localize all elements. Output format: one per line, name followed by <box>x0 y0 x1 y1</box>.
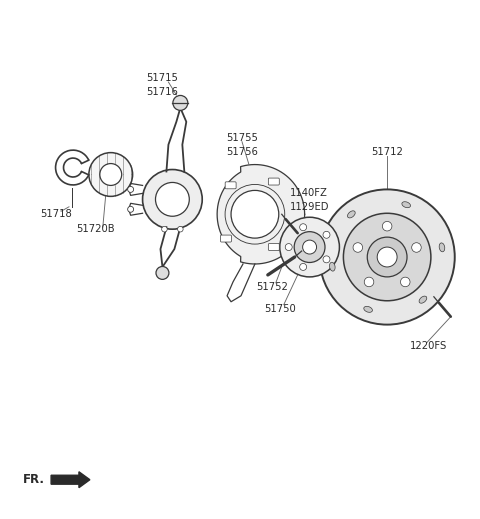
Circle shape <box>285 243 292 251</box>
Circle shape <box>162 226 167 232</box>
Text: 51750: 51750 <box>264 304 296 313</box>
Circle shape <box>367 237 407 277</box>
Circle shape <box>178 226 183 232</box>
Circle shape <box>156 266 169 279</box>
Circle shape <box>143 170 202 229</box>
Text: FR.: FR. <box>23 473 45 486</box>
FancyBboxPatch shape <box>268 178 279 185</box>
Circle shape <box>300 264 307 270</box>
Circle shape <box>353 243 362 252</box>
Text: 51716: 51716 <box>146 87 179 97</box>
Polygon shape <box>217 165 305 264</box>
Circle shape <box>377 247 397 267</box>
Circle shape <box>173 95 188 111</box>
Circle shape <box>100 163 122 185</box>
Circle shape <box>323 231 330 238</box>
Circle shape <box>412 243 421 252</box>
FancyBboxPatch shape <box>220 235 231 242</box>
Ellipse shape <box>329 262 335 271</box>
Circle shape <box>128 186 133 193</box>
Text: 1129ED: 1129ED <box>290 202 329 212</box>
Circle shape <box>128 207 133 212</box>
Circle shape <box>294 231 325 263</box>
Text: 1140FZ: 1140FZ <box>290 188 327 198</box>
Text: 51752: 51752 <box>256 282 288 292</box>
Text: 1220FS: 1220FS <box>410 342 447 351</box>
FancyBboxPatch shape <box>225 182 236 189</box>
Circle shape <box>320 189 455 324</box>
Ellipse shape <box>348 211 355 218</box>
Ellipse shape <box>402 202 410 208</box>
Circle shape <box>302 240 316 254</box>
Circle shape <box>400 277 410 286</box>
Text: 51718: 51718 <box>40 209 72 219</box>
Circle shape <box>383 222 392 231</box>
Circle shape <box>280 217 339 277</box>
Text: 51720B: 51720B <box>76 224 115 234</box>
Text: 51755: 51755 <box>226 133 258 143</box>
FancyBboxPatch shape <box>268 243 279 251</box>
Circle shape <box>300 224 307 230</box>
Text: 51712: 51712 <box>371 147 403 157</box>
Circle shape <box>343 213 431 301</box>
Circle shape <box>323 256 330 263</box>
Ellipse shape <box>439 243 445 252</box>
Text: 51756: 51756 <box>226 147 258 157</box>
Text: 51715: 51715 <box>146 73 179 83</box>
Circle shape <box>231 190 279 238</box>
Ellipse shape <box>364 306 372 312</box>
Circle shape <box>89 153 132 196</box>
FancyArrow shape <box>51 472 90 488</box>
Circle shape <box>364 277 374 286</box>
Circle shape <box>156 183 189 216</box>
Ellipse shape <box>419 296 427 303</box>
